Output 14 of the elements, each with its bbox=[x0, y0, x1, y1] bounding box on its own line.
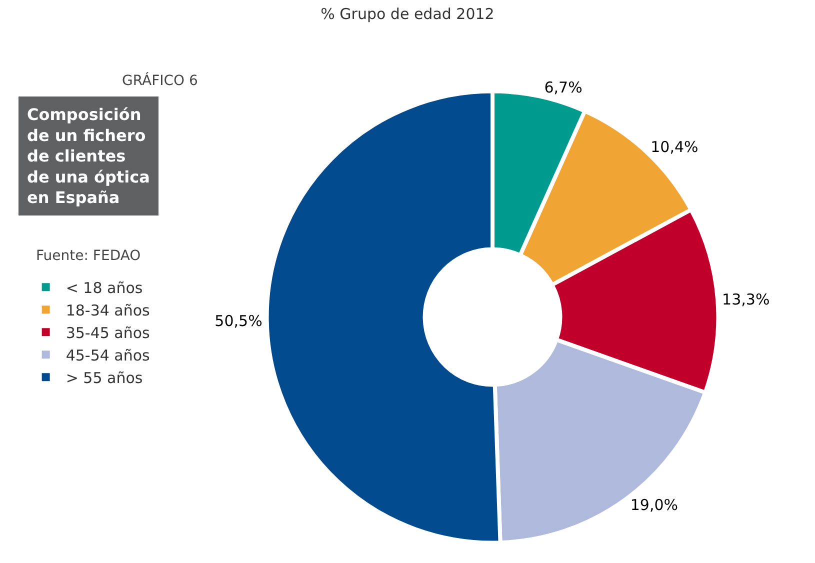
legend-label: < 18 años bbox=[66, 278, 143, 297]
legend-label: 45-54 años bbox=[66, 346, 150, 364]
data-label: 10,4% bbox=[650, 138, 698, 156]
data-label: 13,3% bbox=[722, 290, 770, 309]
data-label: 19,0% bbox=[630, 496, 678, 514]
legend-label: > 55 años bbox=[66, 368, 143, 387]
legend-label: 35-45 años bbox=[66, 324, 150, 342]
chart-title: % Grupo de edad 2012 bbox=[320, 4, 494, 23]
source-note: Fuente: FEDAO bbox=[36, 248, 141, 264]
text: Composición de un fichero de clientes de una óptica en España bbox=[27, 105, 150, 208]
text: GRÁFICO 6 bbox=[122, 72, 198, 89]
data-label: 50,5% bbox=[214, 312, 262, 330]
legend-label: 18-34 años bbox=[66, 301, 150, 320]
data-label: 6,7% bbox=[544, 78, 582, 97]
